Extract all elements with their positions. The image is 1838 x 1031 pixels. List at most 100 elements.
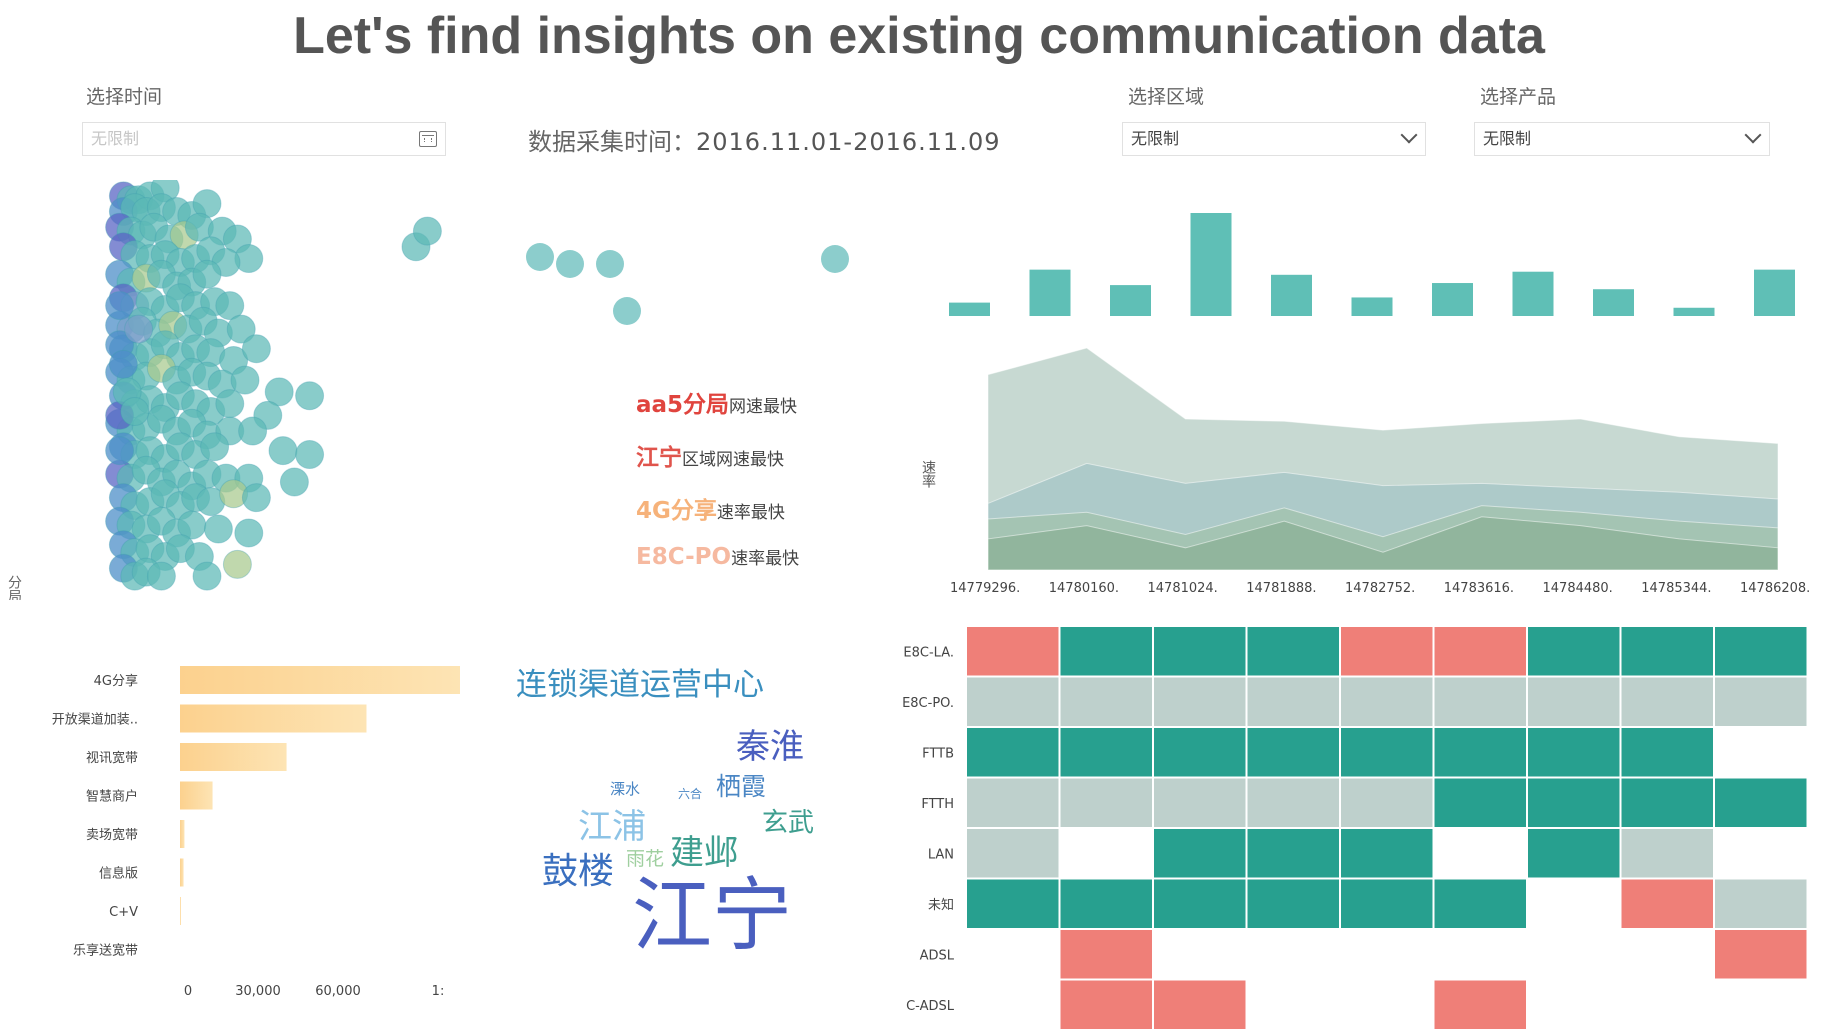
heatmap-cell <box>1619 827 1715 880</box>
heatmap-cell <box>1152 675 1248 728</box>
hbar-bar <box>180 897 181 925</box>
heatmap-row-label: FTTH <box>921 797 954 812</box>
heatmap-cell <box>1432 726 1528 779</box>
insights-list: aa5分局网速最快 江宁区域网速最快 4G分享速率最快 E8C-PO速率最快 <box>636 385 876 597</box>
heatmap-cell <box>1432 776 1528 829</box>
word-cloud-word: 连锁渠道运营中心 <box>516 667 764 703</box>
scatter-y-label: 分局 <box>6 575 22 600</box>
insight-text: 网速最快 <box>729 397 798 417</box>
heatmap-cell <box>965 877 1061 930</box>
heatmap-cell <box>1152 877 1248 930</box>
word-cloud-word: 建邺 <box>670 833 738 873</box>
hbar-x-tick: 30,000 <box>235 984 281 999</box>
heatmap-cell <box>1432 978 1528 1030</box>
hbar-x-tick: 0 <box>184 984 192 999</box>
collect-time-prefix: 数据采集时间： <box>528 128 696 156</box>
area-x-tick: 14780160. <box>1049 581 1119 596</box>
scatter-point <box>556 250 584 278</box>
heatmap-cell <box>1152 978 1248 1030</box>
heatmap-cell <box>1058 928 1154 981</box>
heatmap-cell <box>1713 928 1809 981</box>
heatmap-cell <box>1245 726 1341 779</box>
area-x-tick: 14786208. <box>1740 581 1810 596</box>
hbar-bar <box>180 666 460 694</box>
chevron-down-icon[interactable] <box>1744 126 1762 144</box>
area-x-tick: 14781888. <box>1246 581 1316 596</box>
top-bar <box>1593 289 1634 316</box>
heatmap-cell <box>1619 776 1715 829</box>
product-filter-label: 选择产品 <box>1480 86 1557 108</box>
heatmap-cell <box>1619 625 1715 678</box>
heatmap-cell <box>1058 675 1154 728</box>
heatmap-cell <box>1339 625 1435 678</box>
heatmap-cell <box>1526 625 1622 678</box>
hbar-category-label: 乐享送宽带 <box>73 943 138 959</box>
top-bar <box>1673 307 1715 316</box>
region-select[interactable]: 无限制 <box>1122 122 1426 156</box>
area-y-label: 速率 <box>920 460 936 488</box>
word-cloud-word: 江浦 <box>578 807 646 847</box>
heatmap-chart: E8C-LA. E8C-PO. FTTB FTTH LAN 未知 ADSL C-ADSL <box>902 625 1809 1030</box>
scatter-point <box>613 297 641 325</box>
hbar-bar <box>180 704 367 733</box>
scatter-point <box>241 483 271 513</box>
time-filter-label: 选择时间 <box>86 86 163 108</box>
scatter-point <box>234 518 264 548</box>
heatmap-row-label: ADSL <box>920 948 955 963</box>
heatmap-cell <box>1152 827 1248 880</box>
heatmap-cell <box>1152 726 1248 779</box>
scatter-point <box>268 436 298 466</box>
scatter-point <box>295 440 325 470</box>
heatmap-cell <box>965 726 1061 779</box>
word-cloud-word: 六合 <box>678 787 703 801</box>
heatmap-row-label: LAN <box>928 847 954 862</box>
insight-highlight: aa5分局 <box>636 392 730 418</box>
top-bar <box>1190 213 1232 316</box>
calendar-icon[interactable] <box>419 131 437 147</box>
insight-item: 江宁区域网速最快 <box>636 438 876 491</box>
heatmap-row-label: 未知 <box>928 897 954 913</box>
hbar-bar <box>180 781 213 810</box>
hbar-category-label: 开放渠道加装.. <box>52 713 138 728</box>
scatter-point <box>596 250 624 278</box>
heatmap-cell <box>1152 625 1248 678</box>
heatmap-cell <box>1526 776 1622 829</box>
scatter-point <box>526 243 554 271</box>
product-select[interactable]: 无限制 <box>1474 122 1770 156</box>
collect-time: 数据采集时间：2016.11.01-2016.11.09 <box>528 122 1001 157</box>
insight-item: E8C-PO速率最快 <box>636 544 876 597</box>
top-bar <box>1351 297 1393 316</box>
word-cloud: 连锁渠道运营中心 秦淮 栖霞 溧水 六合 玄武 江浦 雨花 建邺 鼓楼 江宁 <box>500 660 860 990</box>
hbar-bar <box>180 858 184 887</box>
scatter-point <box>412 216 442 246</box>
product-select-value: 无限制 <box>1483 129 1532 148</box>
heatmap-cell <box>1245 776 1341 829</box>
heatmap-cell <box>1619 726 1715 779</box>
heatmap-cell <box>1339 675 1435 728</box>
insight-highlight: E8C-PO <box>636 544 732 570</box>
top-bar <box>1110 285 1151 316</box>
region-select-value: 无限制 <box>1131 129 1180 148</box>
scatter-point <box>108 349 138 379</box>
insight-highlight: 4G分享 <box>636 498 717 524</box>
chevron-down-icon[interactable] <box>1400 126 1418 144</box>
time-filter-input[interactable]: 无限制 <box>82 122 446 156</box>
scatter-point <box>215 291 245 321</box>
heatmap-cell <box>1619 675 1715 728</box>
heatmap-cell <box>1339 726 1435 779</box>
area-x-tick: 14781024. <box>1148 581 1218 596</box>
heatmap-cell <box>1526 827 1622 880</box>
hbar-bar <box>180 820 185 848</box>
word-cloud-word: 玄武 <box>762 808 815 838</box>
hbar-category-label: C+V <box>109 905 138 920</box>
word-cloud-word: 江宁 <box>632 869 792 962</box>
heatmap-cell <box>1339 877 1435 930</box>
hbar-bar <box>180 743 287 771</box>
area-chart: 速率 14779296. 14780160. 14781024. 14781888. 1… <box>920 347 1810 596</box>
area-series <box>987 516 1779 571</box>
scatter-point <box>226 314 256 344</box>
hbar-x-tick: 60,000 <box>315 984 361 999</box>
top-bar <box>1432 283 1473 316</box>
scatter-point <box>192 561 222 591</box>
top-bar-chart <box>949 213 1795 316</box>
